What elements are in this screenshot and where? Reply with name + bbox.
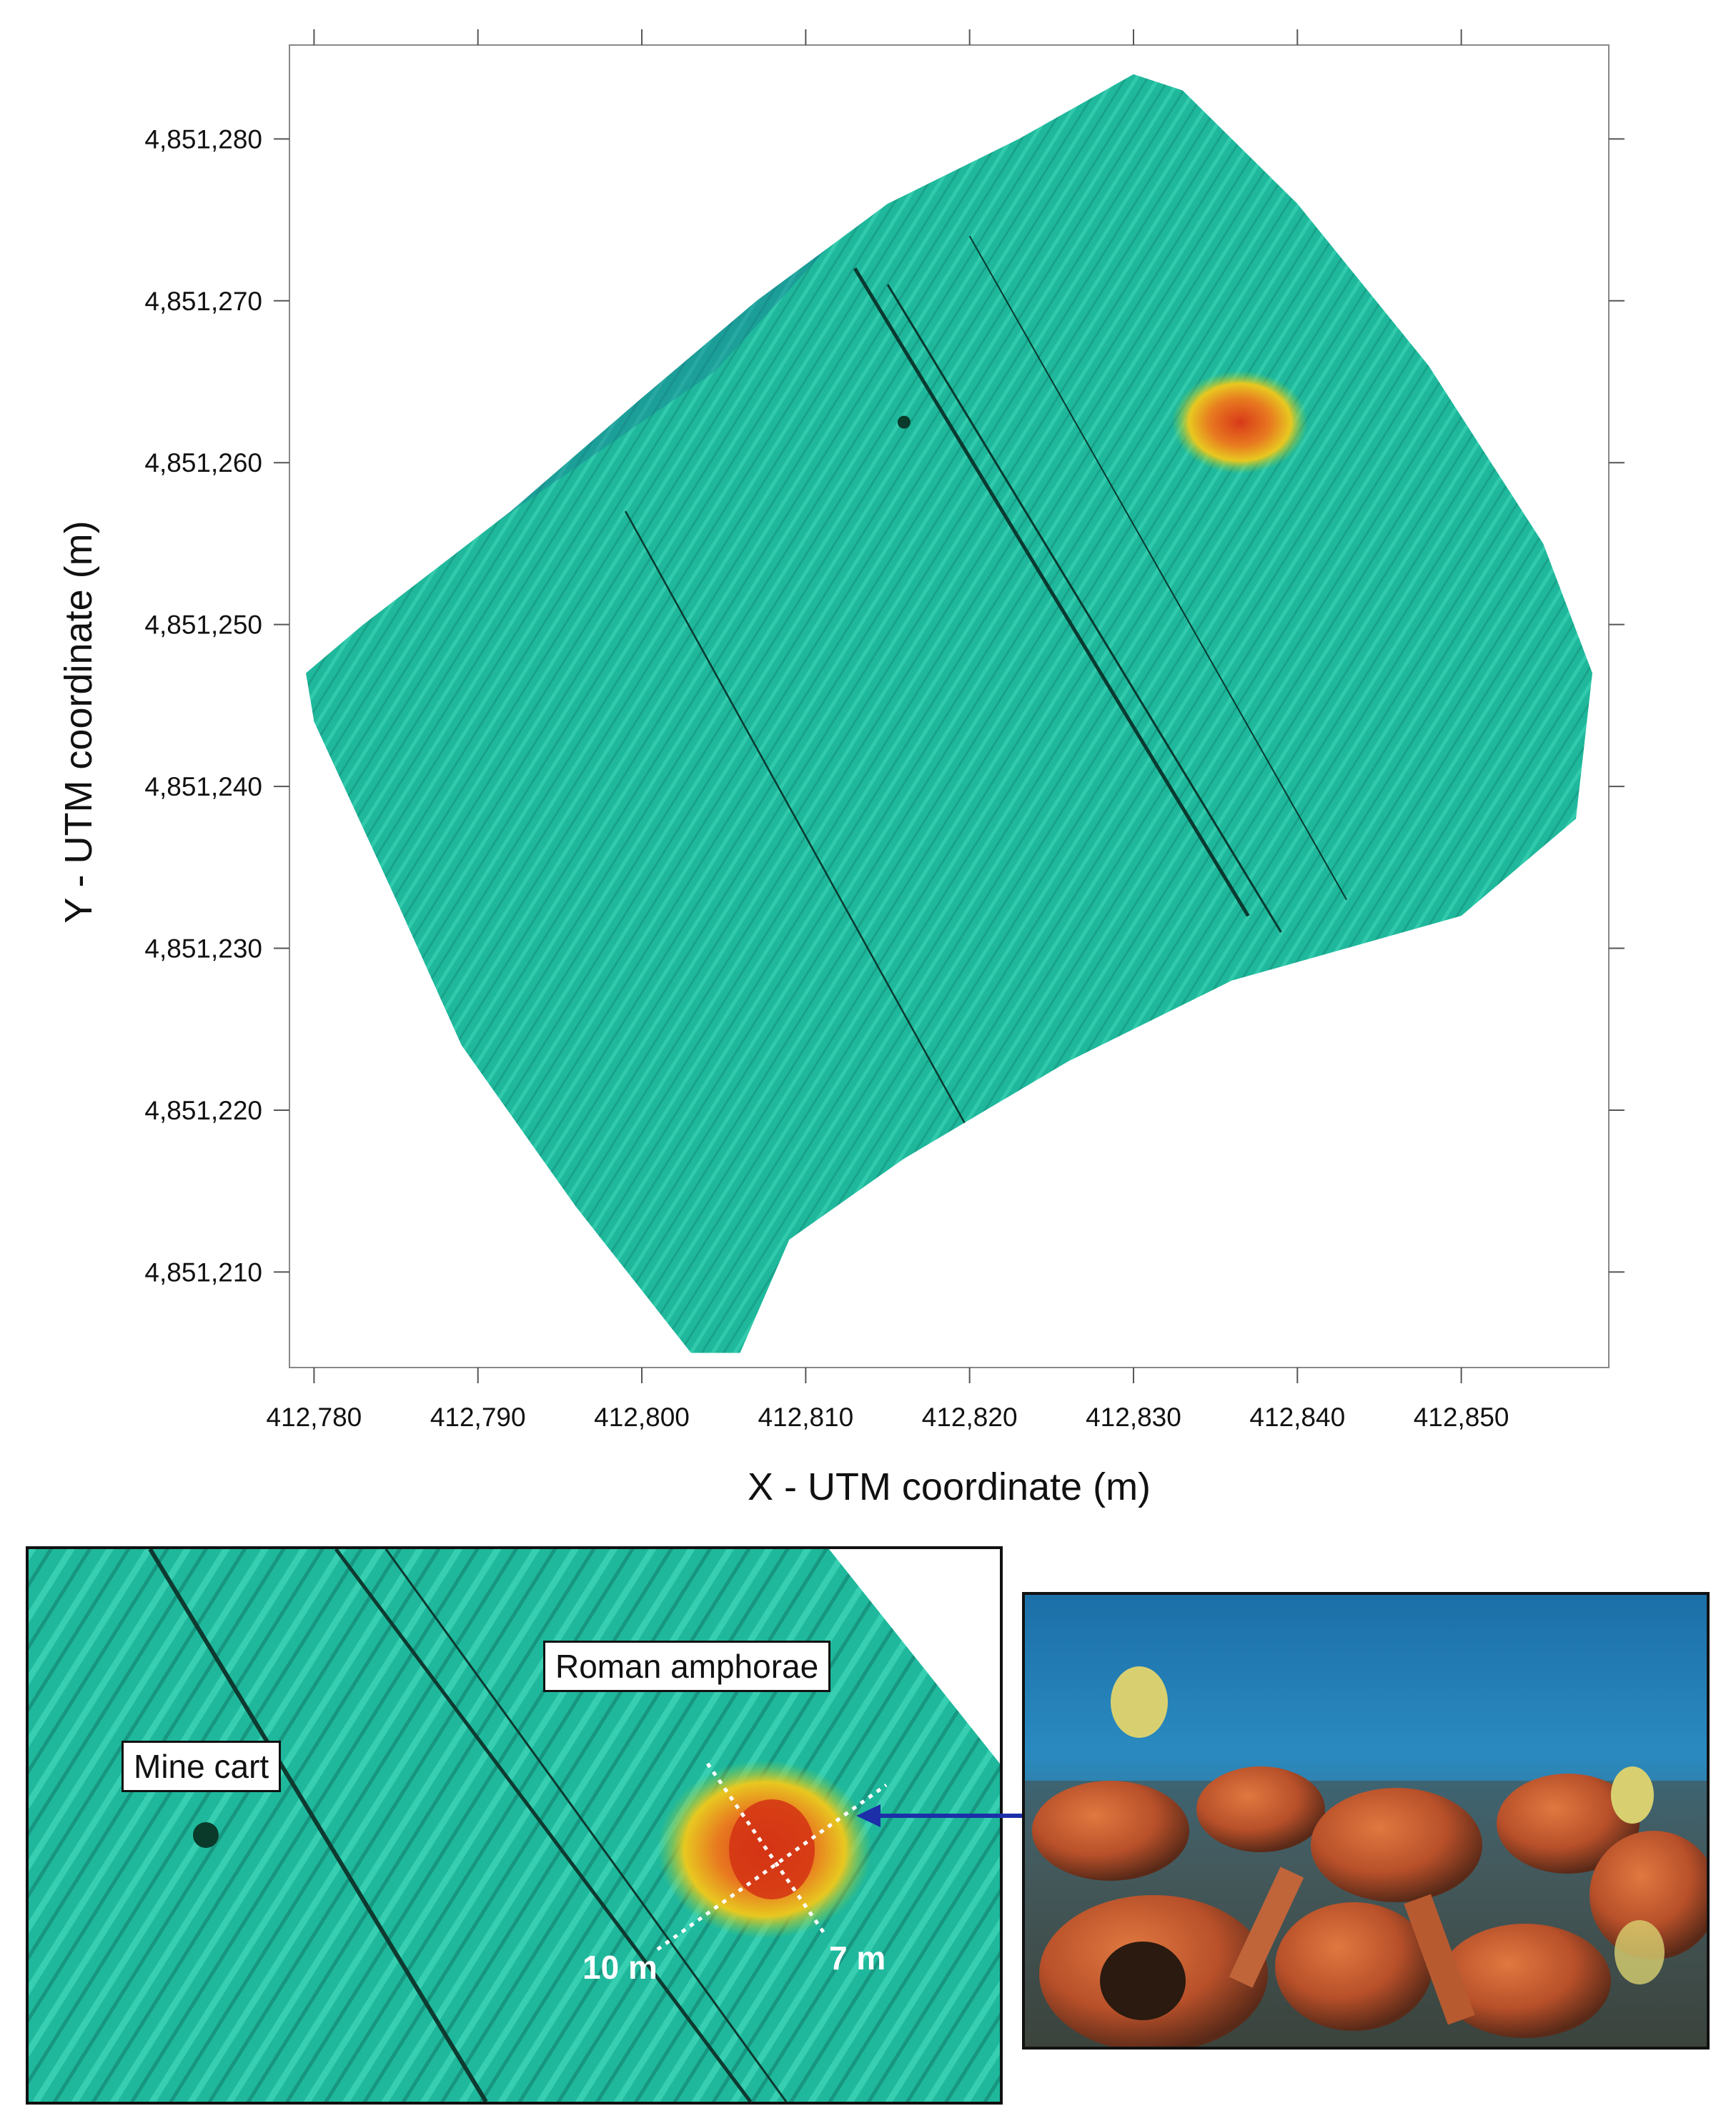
tick-marks	[274, 29, 1625, 1383]
mine-cart-marker	[897, 415, 911, 429]
track-lines	[625, 235, 1347, 1192]
inset-zoom-panel: Roman amphorae Mine cart 10 m 7 m	[26, 1546, 1003, 2105]
label-10m: 10 m	[582, 1949, 658, 1986]
y-tick-label: 4,851,240	[144, 772, 262, 801]
track-line	[886, 284, 1282, 933]
underwater-amphorae-photo-icon	[1025, 1595, 1707, 2047]
inset-track-line	[385, 1549, 788, 2102]
track-line	[968, 235, 1347, 901]
pointer-arrow	[856, 1804, 1029, 1827]
inset-mine-cart	[193, 1822, 219, 1848]
y-tick-label: 4,851,270	[144, 287, 262, 316]
inset-mound-core	[729, 1799, 815, 1899]
x-tick-label: 412,790	[430, 1403, 526, 1432]
main-bathymetry-map: 412,780 412,790 412,800 412,810 412,820 412,8…	[57, 29, 1625, 1508]
y-tick-label: 4,851,260	[144, 448, 262, 478]
inset-track-line	[334, 1549, 752, 2102]
x-tick-labels: 412,780 412,790 412,800 412,810 412,820 412,8…	[267, 1403, 1509, 1432]
x-tick-label: 412,850	[1414, 1403, 1509, 1432]
x-axis-title: X - UTM coordinate (m)	[748, 1465, 1151, 1508]
label-roman-amphorae: Roman amphorae	[543, 1641, 831, 1692]
label-7m: 7 m	[829, 1939, 886, 1977]
y-tick-label: 4,851,230	[144, 934, 262, 964]
x-tick-label: 412,800	[594, 1403, 690, 1432]
inset-track-line	[148, 1549, 488, 2102]
y-tick-label: 4,851,210	[144, 1257, 262, 1287]
x-tick-label: 412,840	[1249, 1403, 1345, 1432]
dimension-line-10m	[656, 1783, 888, 1952]
underwater-photo	[1022, 1592, 1710, 2050]
x-tick-label: 412,810	[758, 1403, 853, 1432]
amphorae-mound	[1172, 370, 1309, 474]
y-tick-label: 4,851,220	[144, 1096, 262, 1125]
y-tick-labels: 4,851,280 4,851,270 4,851,260 4,851,250 4,85…	[144, 124, 262, 1287]
x-tick-label: 412,830	[1086, 1403, 1181, 1432]
y-axis-title: Y - UTM coordinate (m)	[57, 520, 100, 923]
dimension-line-7m	[705, 1762, 828, 1937]
track-line	[625, 510, 1003, 1192]
x-tick-label: 412,820	[922, 1403, 1018, 1432]
y-tick-label: 4,851,250	[144, 610, 262, 640]
y-tick-label: 4,851,280	[144, 124, 262, 154]
x-tick-label: 412,780	[267, 1403, 362, 1432]
label-mine-cart: Mine cart	[121, 1741, 282, 1792]
track-line	[853, 267, 1250, 917]
